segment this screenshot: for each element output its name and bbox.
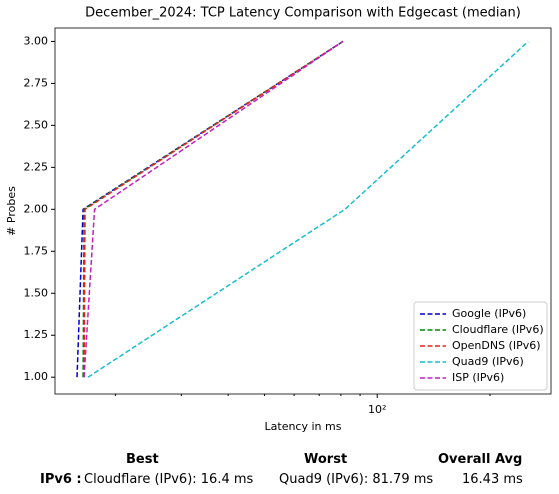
y-tick-label: 2.25 xyxy=(24,160,49,173)
header-best: Best xyxy=(126,452,159,467)
series-line xyxy=(87,40,529,378)
series-line xyxy=(83,40,344,378)
legend-label: Cloudflare (IPv6) xyxy=(452,323,544,336)
y-axis-label: # Probes xyxy=(5,186,18,236)
best-value: Cloudflare (IPv6): 16.4 ms xyxy=(84,472,254,487)
y-tick-label: 2.75 xyxy=(24,76,49,89)
y-tick-label: 1.00 xyxy=(24,370,49,383)
y-tick-label: 2.50 xyxy=(24,118,49,131)
legend-label: OpenDNS (IPv6) xyxy=(452,339,541,352)
header-avg: Overall Avg xyxy=(438,452,523,467)
legend-label: Quad9 (IPv6) xyxy=(452,355,524,368)
row-label: IPv6 : xyxy=(40,472,82,487)
chart-title: December_2024: TCP Latency Comparison wi… xyxy=(85,6,521,21)
series-line xyxy=(83,40,344,378)
y-tick-label: 1.50 xyxy=(24,286,49,299)
y-tick-label: 1.25 xyxy=(24,328,49,341)
x-tick-label: 10² xyxy=(368,403,386,416)
worst-value: Quad9 (IPv6): 81.79 ms xyxy=(279,472,434,487)
legend-box xyxy=(413,301,548,391)
legend-label: ISP (IPv6) xyxy=(452,371,504,384)
avg-value: 16.43 ms xyxy=(462,472,523,487)
header-worst: Worst xyxy=(304,452,348,467)
series-line xyxy=(76,40,344,378)
series-line xyxy=(82,40,344,378)
legend-label: Google (IPv6) xyxy=(452,307,526,320)
plot-frame xyxy=(54,27,552,395)
y-tick-label: 2.00 xyxy=(24,202,49,215)
y-tick-label: 3.00 xyxy=(24,34,49,47)
x-axis-label: Latency in ms xyxy=(265,420,342,433)
y-tick-label: 1.75 xyxy=(24,244,49,257)
